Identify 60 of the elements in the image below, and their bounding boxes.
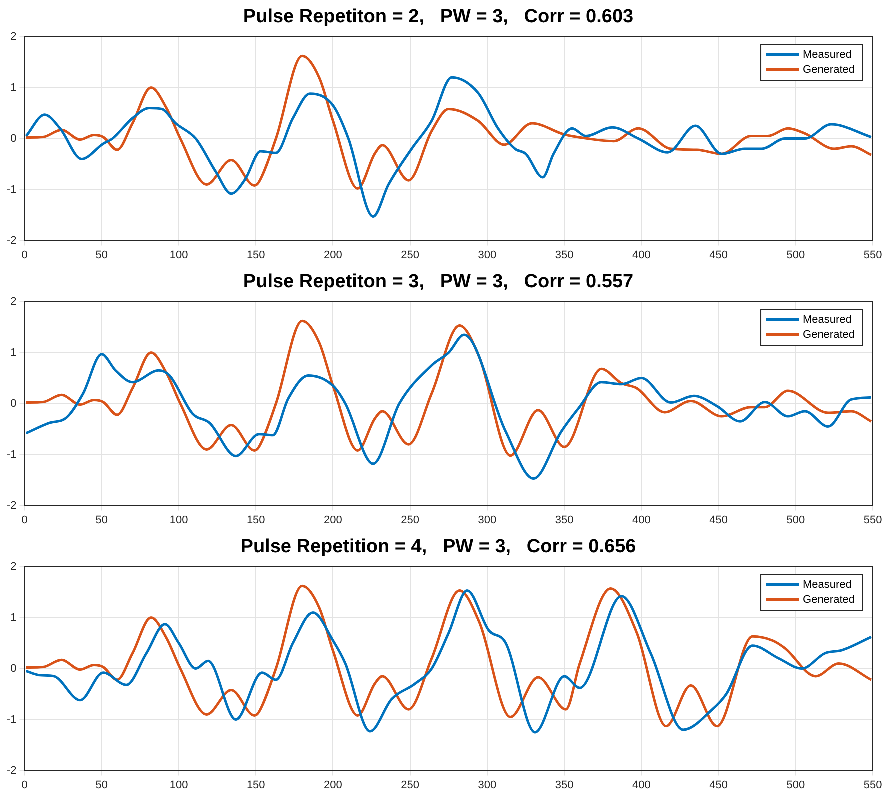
y-tick-label: -1 xyxy=(7,714,17,726)
x-tick-label: 300 xyxy=(478,779,497,792)
x-tick-label: 550 xyxy=(864,779,882,792)
x-tick-label: 50 xyxy=(96,514,108,526)
legend-label: Measured xyxy=(803,314,852,326)
x-tick-label: 50 xyxy=(96,249,108,262)
x-tick-label: 0 xyxy=(22,514,28,526)
y-tick-label: -2 xyxy=(7,234,17,247)
x-tick-label: 350 xyxy=(555,514,574,526)
x-tick-label: 400 xyxy=(632,779,651,792)
y-tick-label: 0 xyxy=(10,662,17,675)
x-tick-label: 100 xyxy=(170,779,188,792)
y-tick-label: 1 xyxy=(10,346,17,359)
x-tick-label: 400 xyxy=(632,514,651,526)
x-tick-label: 400 xyxy=(632,249,651,262)
x-tick-label: 250 xyxy=(401,779,420,792)
x-tick-label: 300 xyxy=(478,249,497,262)
y-tick-label: 0 xyxy=(10,132,17,145)
legend-label: Generated xyxy=(803,64,856,76)
y-tick-label: 2 xyxy=(10,296,17,308)
x-tick-label: 0 xyxy=(22,779,28,792)
x-tick-label: 150 xyxy=(246,779,266,792)
x-tick-label: 100 xyxy=(170,514,188,526)
chart-title: Pulse Repetition = 4, PW = 3, Corr = 0.656 xyxy=(240,536,636,558)
x-tick-label: 350 xyxy=(555,779,574,792)
x-tick-label: 350 xyxy=(555,249,574,262)
x-tick-label: 300 xyxy=(478,514,497,526)
y-tick-label: 0 xyxy=(10,398,17,410)
x-tick-label: 250 xyxy=(401,514,420,526)
y-tick-label: -1 xyxy=(7,184,17,196)
x-tick-label: 500 xyxy=(786,249,806,262)
x-tick-label: 550 xyxy=(864,249,882,262)
chart-title: Pulse Repetiton = 2, PW = 3, Corr = 0.603 xyxy=(243,6,634,28)
x-tick-label: 450 xyxy=(710,779,728,792)
chart-title: Pulse Repetiton = 3, PW = 3, Corr = 0.557 xyxy=(243,272,634,293)
legend-label: Generated xyxy=(803,328,856,341)
x-tick-label: 150 xyxy=(246,249,266,262)
x-tick-label: 450 xyxy=(710,514,728,526)
y-tick-label: -1 xyxy=(7,448,17,461)
x-tick-label: 100 xyxy=(170,249,188,262)
x-tick-label: 200 xyxy=(324,779,342,792)
x-tick-label: 500 xyxy=(786,514,806,526)
legend-label: Measured xyxy=(803,48,852,61)
y-tick-label: -2 xyxy=(7,500,17,512)
y-tick-label: 2 xyxy=(10,560,17,573)
legend-label: Generated xyxy=(803,594,856,606)
y-tick-label: -2 xyxy=(7,764,17,777)
y-tick-label: 2 xyxy=(10,30,17,43)
y-tick-label: 1 xyxy=(10,612,17,624)
x-tick-label: 550 xyxy=(864,514,882,526)
x-tick-label: 450 xyxy=(710,249,728,262)
x-tick-label: 50 xyxy=(96,779,108,792)
x-tick-label: 200 xyxy=(324,514,342,526)
x-tick-label: 150 xyxy=(246,514,266,526)
x-tick-label: 200 xyxy=(324,249,342,262)
y-tick-label: 1 xyxy=(10,82,17,94)
x-tick-label: 500 xyxy=(786,779,806,792)
x-tick-label: 0 xyxy=(22,249,28,262)
x-tick-label: 250 xyxy=(401,249,420,262)
legend-label: Measured xyxy=(803,578,852,591)
